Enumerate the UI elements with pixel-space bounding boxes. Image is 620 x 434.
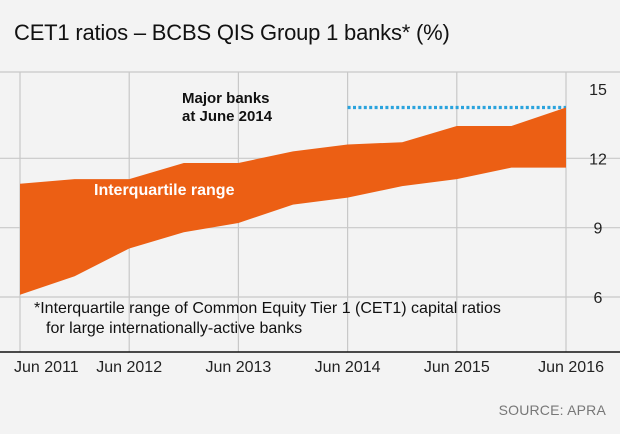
chart-title: CET1 ratios – BCBS QIS Group 1 banks* (%… (14, 20, 450, 45)
x-tick-5: Jun 2016 (538, 359, 604, 376)
y-tick-15: 15 (589, 82, 607, 99)
y-tick-12: 12 (589, 151, 607, 168)
interquartile-band (20, 107, 566, 295)
axis-layer: 6 9 12 15 Jun 2011 Jun 2012 Jun 2013 Jun 2014 Ju… (0, 82, 620, 376)
y-tick-6: 6 (594, 290, 603, 307)
annotation-layer: Interquartile range Major banks at June … (34, 90, 501, 337)
x-tick-1: Jun 2012 (96, 359, 162, 376)
source-credit: SOURCE: APRA (498, 402, 606, 418)
footnote-line1: *Interquartile range of Common Equity Ti… (34, 300, 501, 317)
band-label: Interquartile range (94, 182, 235, 199)
x-tick-0: Jun 2011 (14, 359, 79, 376)
major-banks-label-line1: Major banks (182, 90, 270, 107)
x-tick-3: Jun 2014 (315, 359, 381, 376)
footnote-line2: for large internationally-active banks (46, 320, 302, 337)
y-tick-9: 9 (594, 221, 603, 238)
band-layer (20, 107, 566, 295)
x-tick-4: Jun 2015 (424, 359, 490, 376)
x-tick-2: Jun 2013 (205, 359, 271, 376)
major-banks-label-line2: at June 2014 (182, 108, 273, 125)
